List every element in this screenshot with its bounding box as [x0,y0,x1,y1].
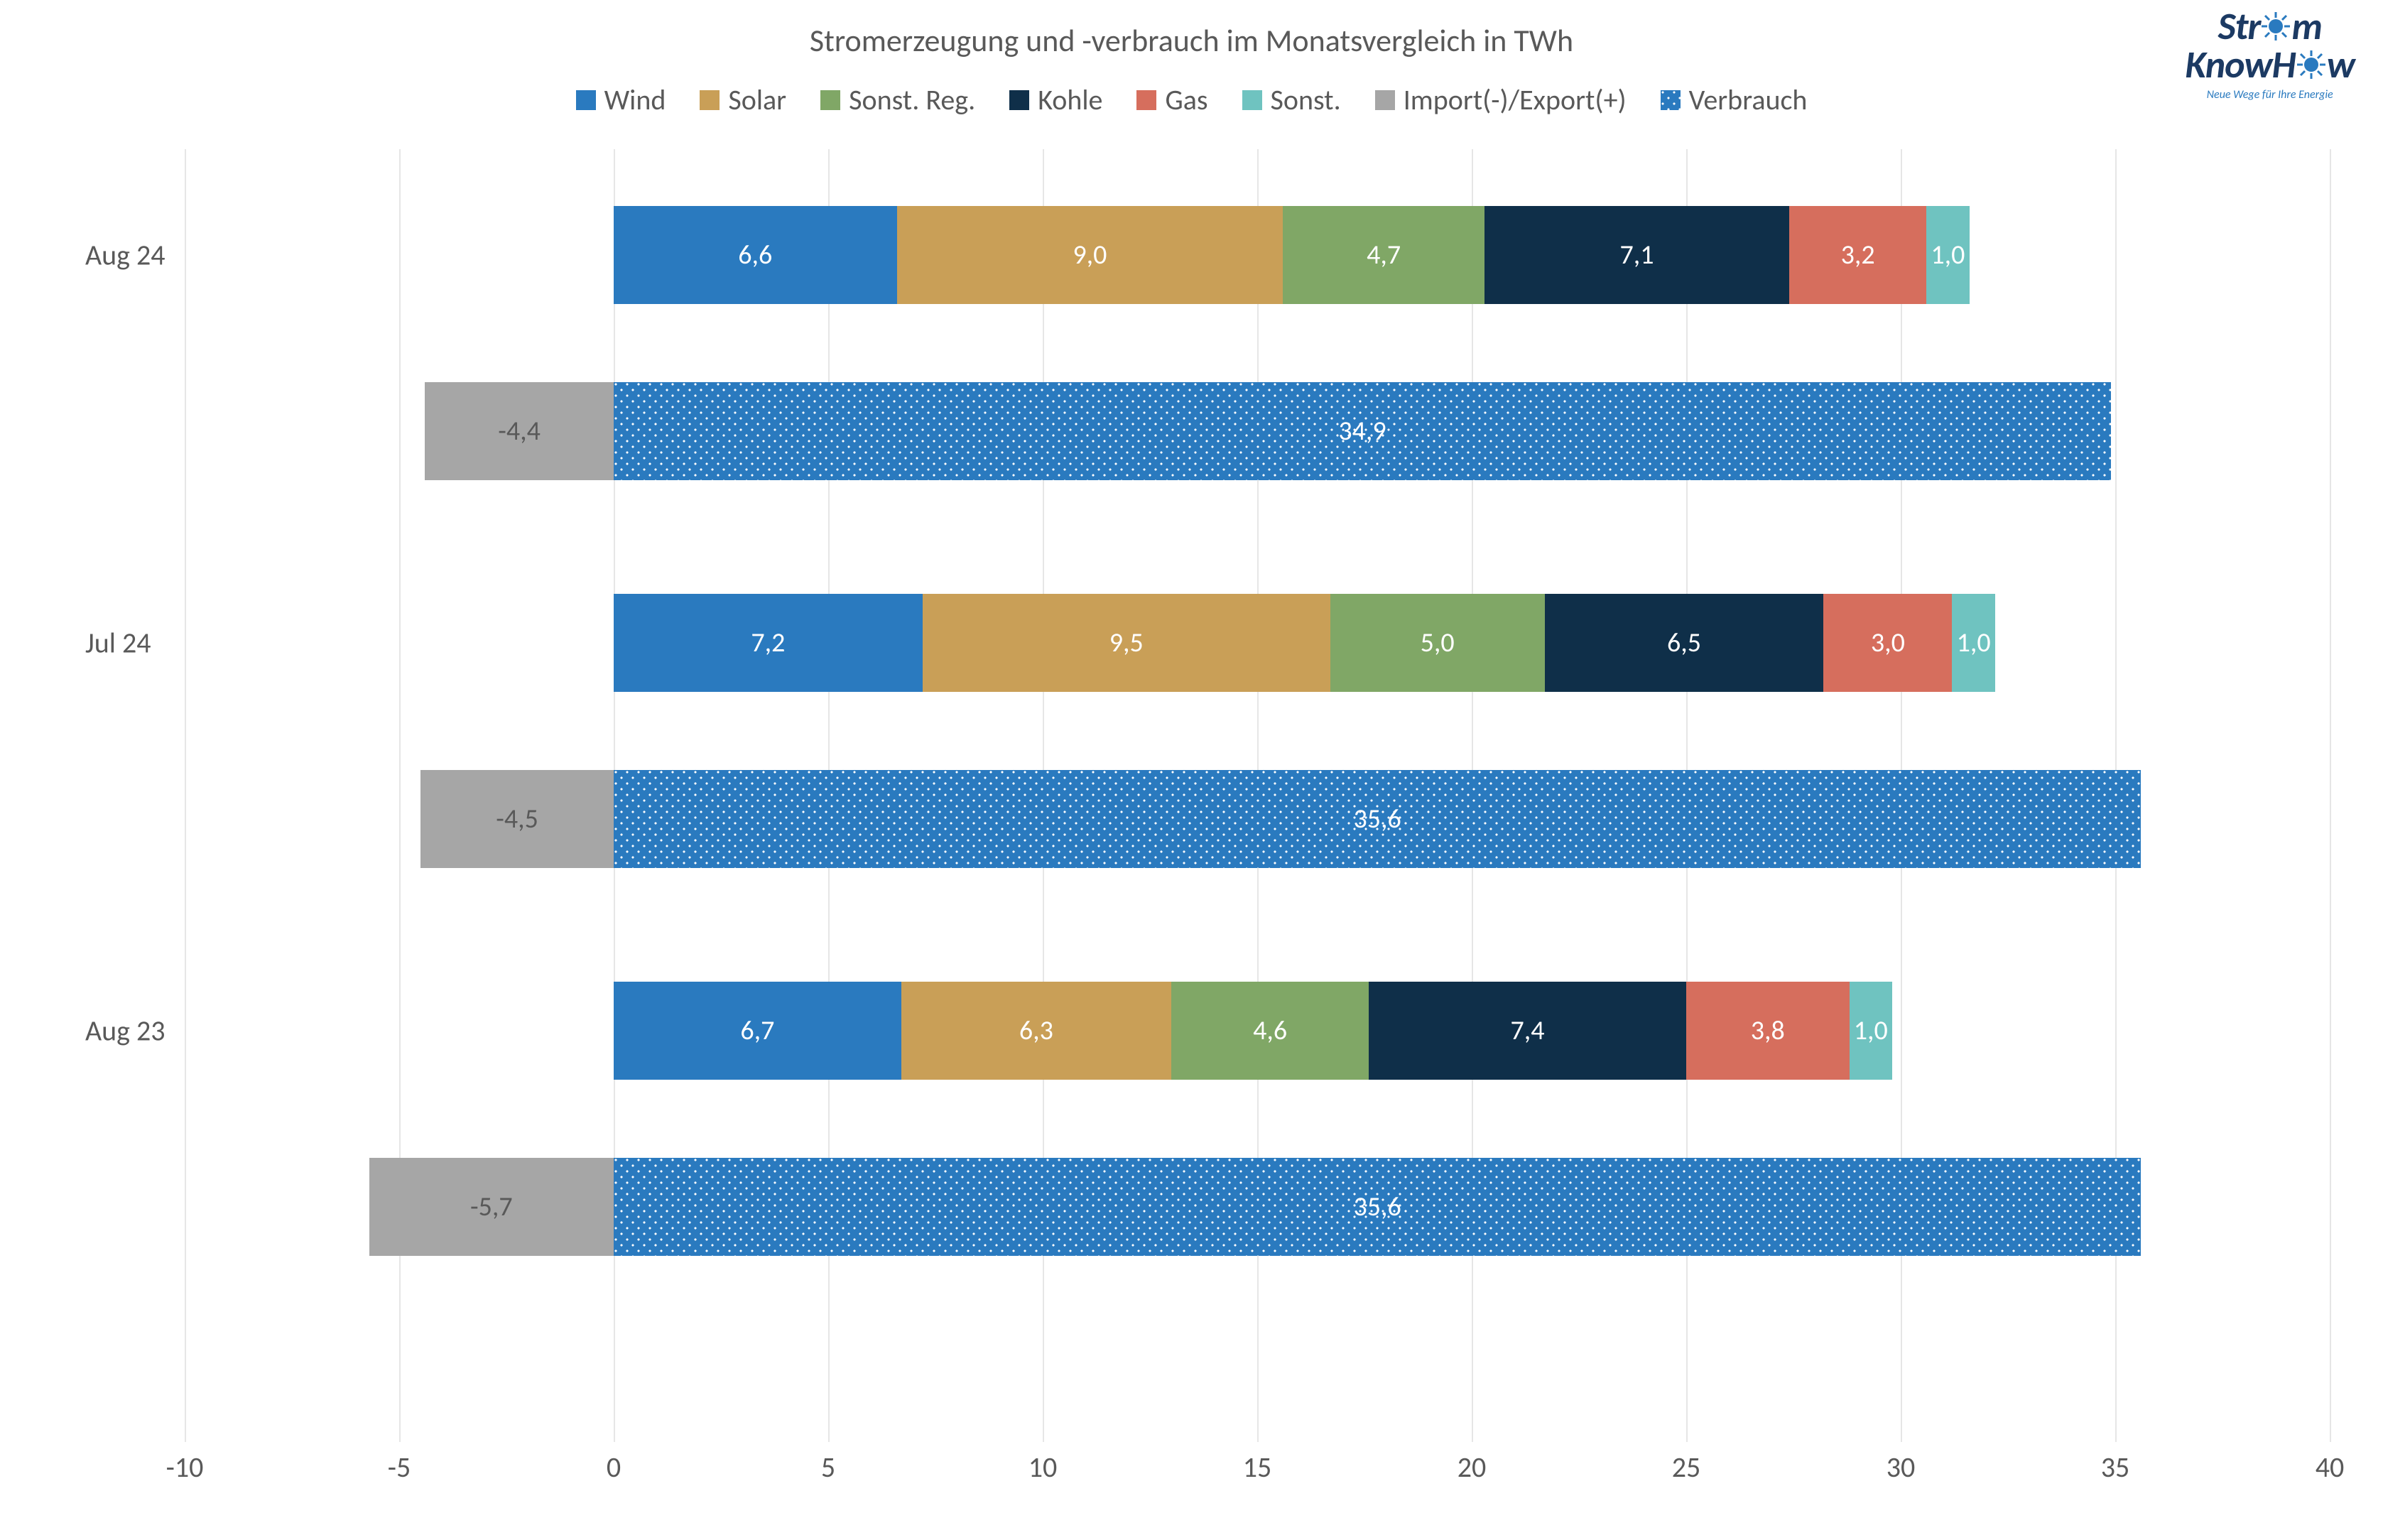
legend-item: Import(-)/Export(+) [1375,82,1627,117]
legend-swatch [1009,90,1029,110]
bar-segment-kohle: 7,1 [1484,206,1789,304]
bar-segment-gas: 3,8 [1686,982,1850,1080]
legend-item: Wind [576,82,666,117]
gridline [2330,149,2331,1442]
x-axis-tick-label: 35 [2101,1450,2130,1485]
y-axis-category-label: Aug 23 [85,1014,165,1048]
x-axis-tick-label: -5 [388,1450,411,1485]
x-axis-tick-label: 10 [1028,1450,1058,1485]
bar-segment-gas: 3,0 [1823,594,1952,692]
y-axis-category-label: Jul 24 [85,626,151,661]
bar-segment-import: -4,4 [425,382,614,480]
legend-label: Import(-)/Export(+) [1404,82,1627,117]
bar-segment-kohle: 7,4 [1369,982,1686,1080]
logo-text: KnowH [2185,41,2295,88]
legend-item: Verbrauch [1661,82,1808,117]
legend-label: Solar [728,82,786,117]
sun-icon [2260,11,2291,42]
bar-segment-sreg: 5,0 [1330,594,1545,692]
bar-segment-sreg: 4,7 [1283,206,1484,304]
bar-segment-kohle: 6,5 [1545,594,1824,692]
bar-segment-sonst: 1,0 [1850,982,1892,1080]
bar-segment-verbrauch: 35,6 [614,770,2141,868]
bar-segment-verbrauch: 35,6 [614,1158,2141,1256]
x-axis-tick-label: 30 [1887,1450,1916,1485]
chart-title: Stromerzeugung und -verbrauch im Monatsv… [0,21,2383,60]
legend-item: Gas [1136,82,1207,117]
legend-swatch [1136,90,1156,110]
legend-label: Wind [604,82,666,117]
x-axis-tick-label: 5 [821,1450,835,1485]
legend-label: Sonst. [1271,82,1341,117]
x-axis-tick-label: 20 [1458,1450,1487,1485]
bar-segment-verbrauch: 34,9 [614,382,2111,480]
legend-swatch [1242,90,1262,110]
legend-label: Kohle [1038,82,1102,117]
logo-line1: Strm [2185,7,2355,45]
y-axis-category-label: Aug 24 [85,238,165,273]
logo-line2: KnowHw [2185,45,2355,84]
bar-segment-wind: 6,6 [614,206,897,304]
x-axis-tick-label: 0 [607,1450,621,1485]
x-axis-tick-label: 40 [2316,1450,2345,1485]
legend-item: Solar [700,82,786,117]
legend-label: Gas [1165,82,1207,117]
gridline [185,149,186,1442]
x-axis-tick-label: 15 [1243,1450,1272,1485]
plot-area: -10-50510152025303540Aug 246,69,04,77,13… [185,149,2330,1442]
legend-item: Kohle [1009,82,1102,117]
logo-text: m [2291,3,2321,50]
bar-segment-sonst: 1,0 [1926,206,1969,304]
bar-segment-solar: 9,0 [897,206,1283,304]
legend-swatch [700,90,720,110]
legend-item: Sonst. Reg. [820,82,975,117]
legend-label: Sonst. Reg. [849,82,975,117]
bar-segment-wind: 7,2 [614,594,923,692]
x-axis-tick-label: 25 [1672,1450,1701,1485]
legend-swatch [1661,90,1681,110]
legend-swatch [1375,90,1395,110]
bar-segment-solar: 6,3 [901,982,1172,1080]
legend-item: Sonst. [1242,82,1341,117]
bar-segment-solar: 9,5 [923,594,1330,692]
legend-swatch [820,90,840,110]
bar-segment-sonst: 1,0 [1952,594,1994,692]
bar-segment-import: -5,7 [369,1158,614,1256]
bar-segment-import: -4,5 [420,770,614,868]
x-axis-tick-label: -10 [166,1450,204,1485]
bar-segment-wind: 6,7 [614,982,901,1080]
legend-swatch [576,90,596,110]
legend: Wind Solar Sonst. Reg. Kohle Gas Sonst. Import… [0,82,2383,118]
logo-text: w [2327,41,2355,88]
bar-segment-sreg: 4,6 [1171,982,1369,1080]
legend-label: Verbrauch [1689,82,1808,117]
bar-segment-gas: 3,2 [1789,206,1926,304]
sun-icon [2296,49,2327,80]
